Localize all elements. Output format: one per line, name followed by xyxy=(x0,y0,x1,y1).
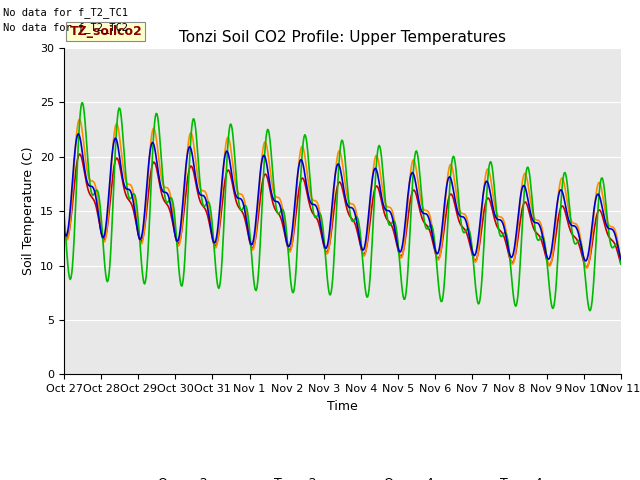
Open -2cm xyxy=(583,264,591,270)
Open -4cm xyxy=(128,193,136,199)
Tree -2cm xyxy=(617,257,625,263)
Tree -4cm xyxy=(128,193,136,199)
Open -2cm xyxy=(60,227,68,233)
Open -2cm xyxy=(128,203,136,209)
Open -4cm xyxy=(70,237,78,242)
Tree -4cm xyxy=(582,258,590,264)
Tree -4cm xyxy=(74,131,82,137)
Title: Tonzi Soil CO2 Profile: Upper Temperatures: Tonzi Soil CO2 Profile: Upper Temperatur… xyxy=(179,30,506,46)
Tree -4cm xyxy=(214,222,222,228)
Tree -4cm xyxy=(411,176,419,181)
Tree -2cm xyxy=(76,116,83,122)
Tree -2cm xyxy=(411,159,419,165)
Line: Open -4cm: Open -4cm xyxy=(64,103,621,311)
Open -4cm xyxy=(586,308,594,313)
Tree -4cm xyxy=(428,225,435,230)
Open -2cm xyxy=(411,188,419,194)
Open -4cm xyxy=(428,222,435,228)
Tree -2cm xyxy=(185,137,193,143)
Open -4cm xyxy=(185,176,193,181)
Tree -2cm xyxy=(128,185,136,191)
Open -2cm xyxy=(214,235,222,241)
Tree -2cm xyxy=(70,164,78,170)
X-axis label: Time: Time xyxy=(327,400,358,413)
Tree -2cm xyxy=(428,218,435,224)
Tree -4cm xyxy=(70,157,78,163)
Text: No data for f_T2_TC2: No data for f_T2_TC2 xyxy=(3,22,128,33)
Line: Tree -4cm: Tree -4cm xyxy=(64,134,621,261)
Open -4cm xyxy=(214,285,222,290)
Open -2cm xyxy=(70,184,78,190)
Open -4cm xyxy=(79,100,86,106)
Open -2cm xyxy=(76,151,83,157)
Line: Tree -2cm: Tree -2cm xyxy=(64,119,621,268)
Tree -4cm xyxy=(617,256,625,262)
Open -2cm xyxy=(617,261,625,267)
Tree -4cm xyxy=(185,145,193,151)
Tree -2cm xyxy=(60,223,68,228)
Open -2cm xyxy=(428,232,435,238)
Text: No data for f_T2_TC1: No data for f_T2_TC1 xyxy=(3,7,128,18)
Open -2cm xyxy=(185,169,193,175)
Open -4cm xyxy=(60,210,68,216)
Tree -2cm xyxy=(214,235,222,240)
Y-axis label: Soil Temperature (C): Soil Temperature (C) xyxy=(22,147,35,276)
Text: TZ_soilco2: TZ_soilco2 xyxy=(70,25,142,38)
Open -4cm xyxy=(411,153,419,159)
Tree -2cm xyxy=(583,265,591,271)
Open -4cm xyxy=(617,261,625,267)
Line: Open -2cm: Open -2cm xyxy=(64,154,621,267)
Legend: Open -2cm, Tree -2cm, Open -4cm, Tree -4cm: Open -2cm, Tree -2cm, Open -4cm, Tree -4… xyxy=(118,472,567,480)
Tree -4cm xyxy=(60,228,68,233)
